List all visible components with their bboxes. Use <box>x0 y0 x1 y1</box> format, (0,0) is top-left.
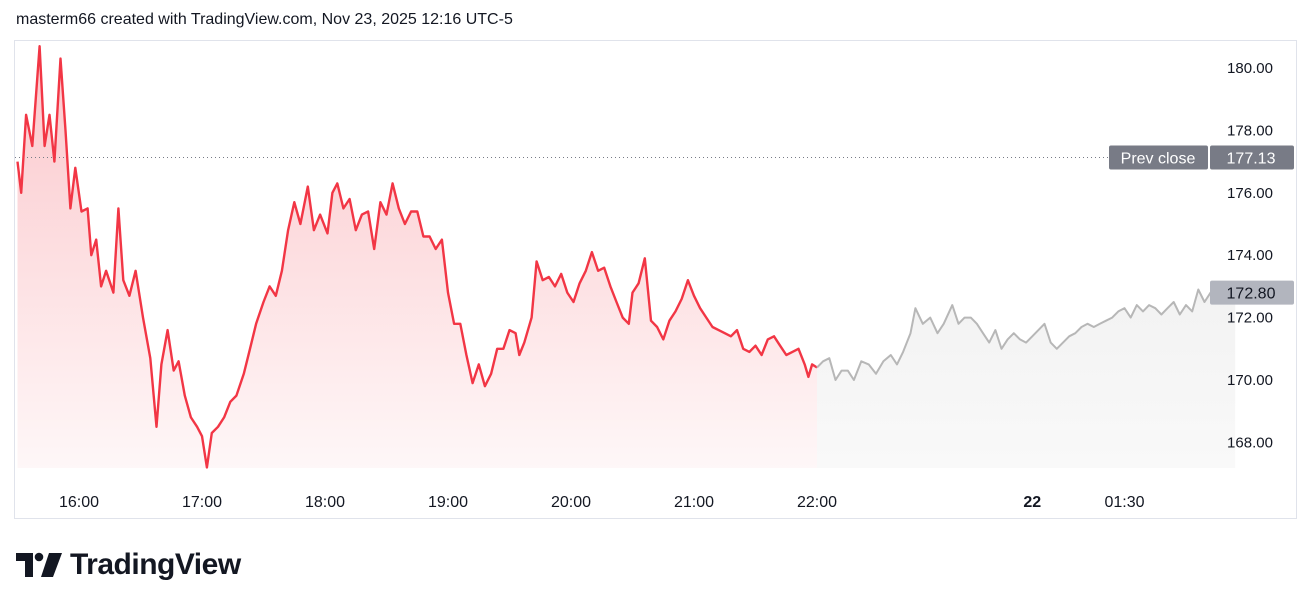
chart-frame <box>14 40 1297 519</box>
prev-close-label: Prev close <box>1121 151 1196 168</box>
last-price-value: 172.80 <box>1227 286 1276 303</box>
y-tick-label: 172.00 <box>1227 310 1273 327</box>
x-tick-label: 21:00 <box>674 494 714 511</box>
extended-price-line <box>816 288 1237 381</box>
x-tick-label: 20:00 <box>551 494 591 511</box>
session-price-line <box>16 45 818 469</box>
y-tick-label: 168.00 <box>1227 434 1273 451</box>
y-tick-label: 174.00 <box>1227 247 1273 264</box>
x-tick-label: 16:00 <box>59 494 99 511</box>
session-area <box>17 46 817 468</box>
last-price-tag <box>1210 280 1294 305</box>
y-tick-label: 176.00 <box>1227 185 1273 202</box>
x-tick-label: 01:30 <box>1104 494 1144 511</box>
tradingview-logo-icon <box>16 552 62 577</box>
y-tick-label: 180.00 <box>1227 60 1273 77</box>
x-tick-label: 19:00 <box>428 494 468 511</box>
x-tick-label: 22:00 <box>797 494 837 511</box>
x-tick-label: 17:00 <box>182 494 222 511</box>
y-tick-label: 178.00 <box>1227 122 1273 139</box>
prev-close-value: 177.13 <box>1227 151 1276 168</box>
prev-close-value-tag <box>1210 145 1294 170</box>
tradingview-logo[interactable]: TradingView <box>16 548 241 582</box>
prev-close-label-tag <box>1109 145 1208 170</box>
x-tick-label: 22 <box>1023 494 1041 511</box>
y-tick-label: 170.00 <box>1227 372 1273 389</box>
x-tick-label: 18:00 <box>305 494 345 511</box>
tradingview-logo-text: TradingView <box>70 548 241 581</box>
extended-area <box>817 289 1236 468</box>
chart-header: masterm66 created with TradingView.com, … <box>16 11 513 28</box>
